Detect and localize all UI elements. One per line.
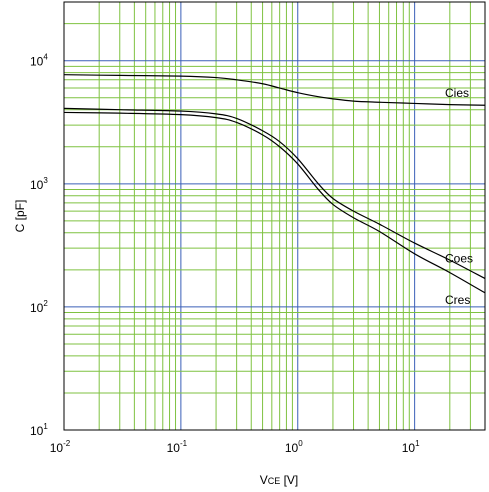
y-tick-base: 10 [30, 55, 44, 69]
x-tick-labels: 10-2 10-1 100 101 [50, 439, 420, 455]
y-tick-label: 102 [30, 299, 48, 315]
x-tick-label: 10-1 [167, 439, 188, 455]
x-tick-base: 10 [50, 441, 64, 455]
y-axis-label: C [pF] [13, 200, 27, 233]
y-tick-exponent: 4 [43, 53, 48, 62]
x-tick-base: 10 [167, 441, 181, 455]
x-tick-exponent: 1 [415, 439, 420, 448]
y-tick-label: 101 [30, 422, 48, 438]
series-line-cies [63, 74, 486, 106]
x-axis-label-main: V [260, 473, 268, 487]
x-tick-label: 10-2 [50, 439, 71, 455]
x-tick-base: 10 [402, 441, 416, 455]
y-tick-exponent: 1 [43, 422, 48, 431]
y-tick-base: 10 [30, 178, 44, 192]
y-tick-base: 10 [30, 301, 44, 315]
series-group [63, 74, 486, 294]
y-tick-exponent: 3 [43, 176, 48, 185]
x-tick-exponent: 0 [298, 439, 303, 448]
series-label-coes: Coes [445, 252, 473, 266]
plot-frame [63, 1, 486, 431]
y-tick-label: 103 [30, 176, 48, 192]
x-tick-label: 100 [285, 439, 303, 455]
grid [63, 1, 486, 431]
x-tick-exponent: -2 [63, 439, 71, 448]
y-tick-exponent: 2 [43, 299, 48, 308]
x-axis-label: VCE [V] [260, 473, 299, 487]
series-labels: Cies Coes Cres [445, 86, 473, 307]
y-tick-base: 10 [30, 424, 44, 438]
x-axis-label-sub: CE [268, 476, 281, 486]
x-tick-label: 101 [402, 439, 420, 455]
x-tick-exponent: -1 [180, 439, 188, 448]
series-line-cres [63, 111, 486, 294]
series-line-coes [63, 107, 486, 280]
series-label-cies: Cies [445, 86, 469, 100]
x-axis-label-unit: [V] [280, 473, 298, 487]
series-label-cres: Cres [445, 293, 470, 307]
y-tick-label: 104 [30, 53, 48, 69]
x-tick-base: 10 [285, 441, 299, 455]
